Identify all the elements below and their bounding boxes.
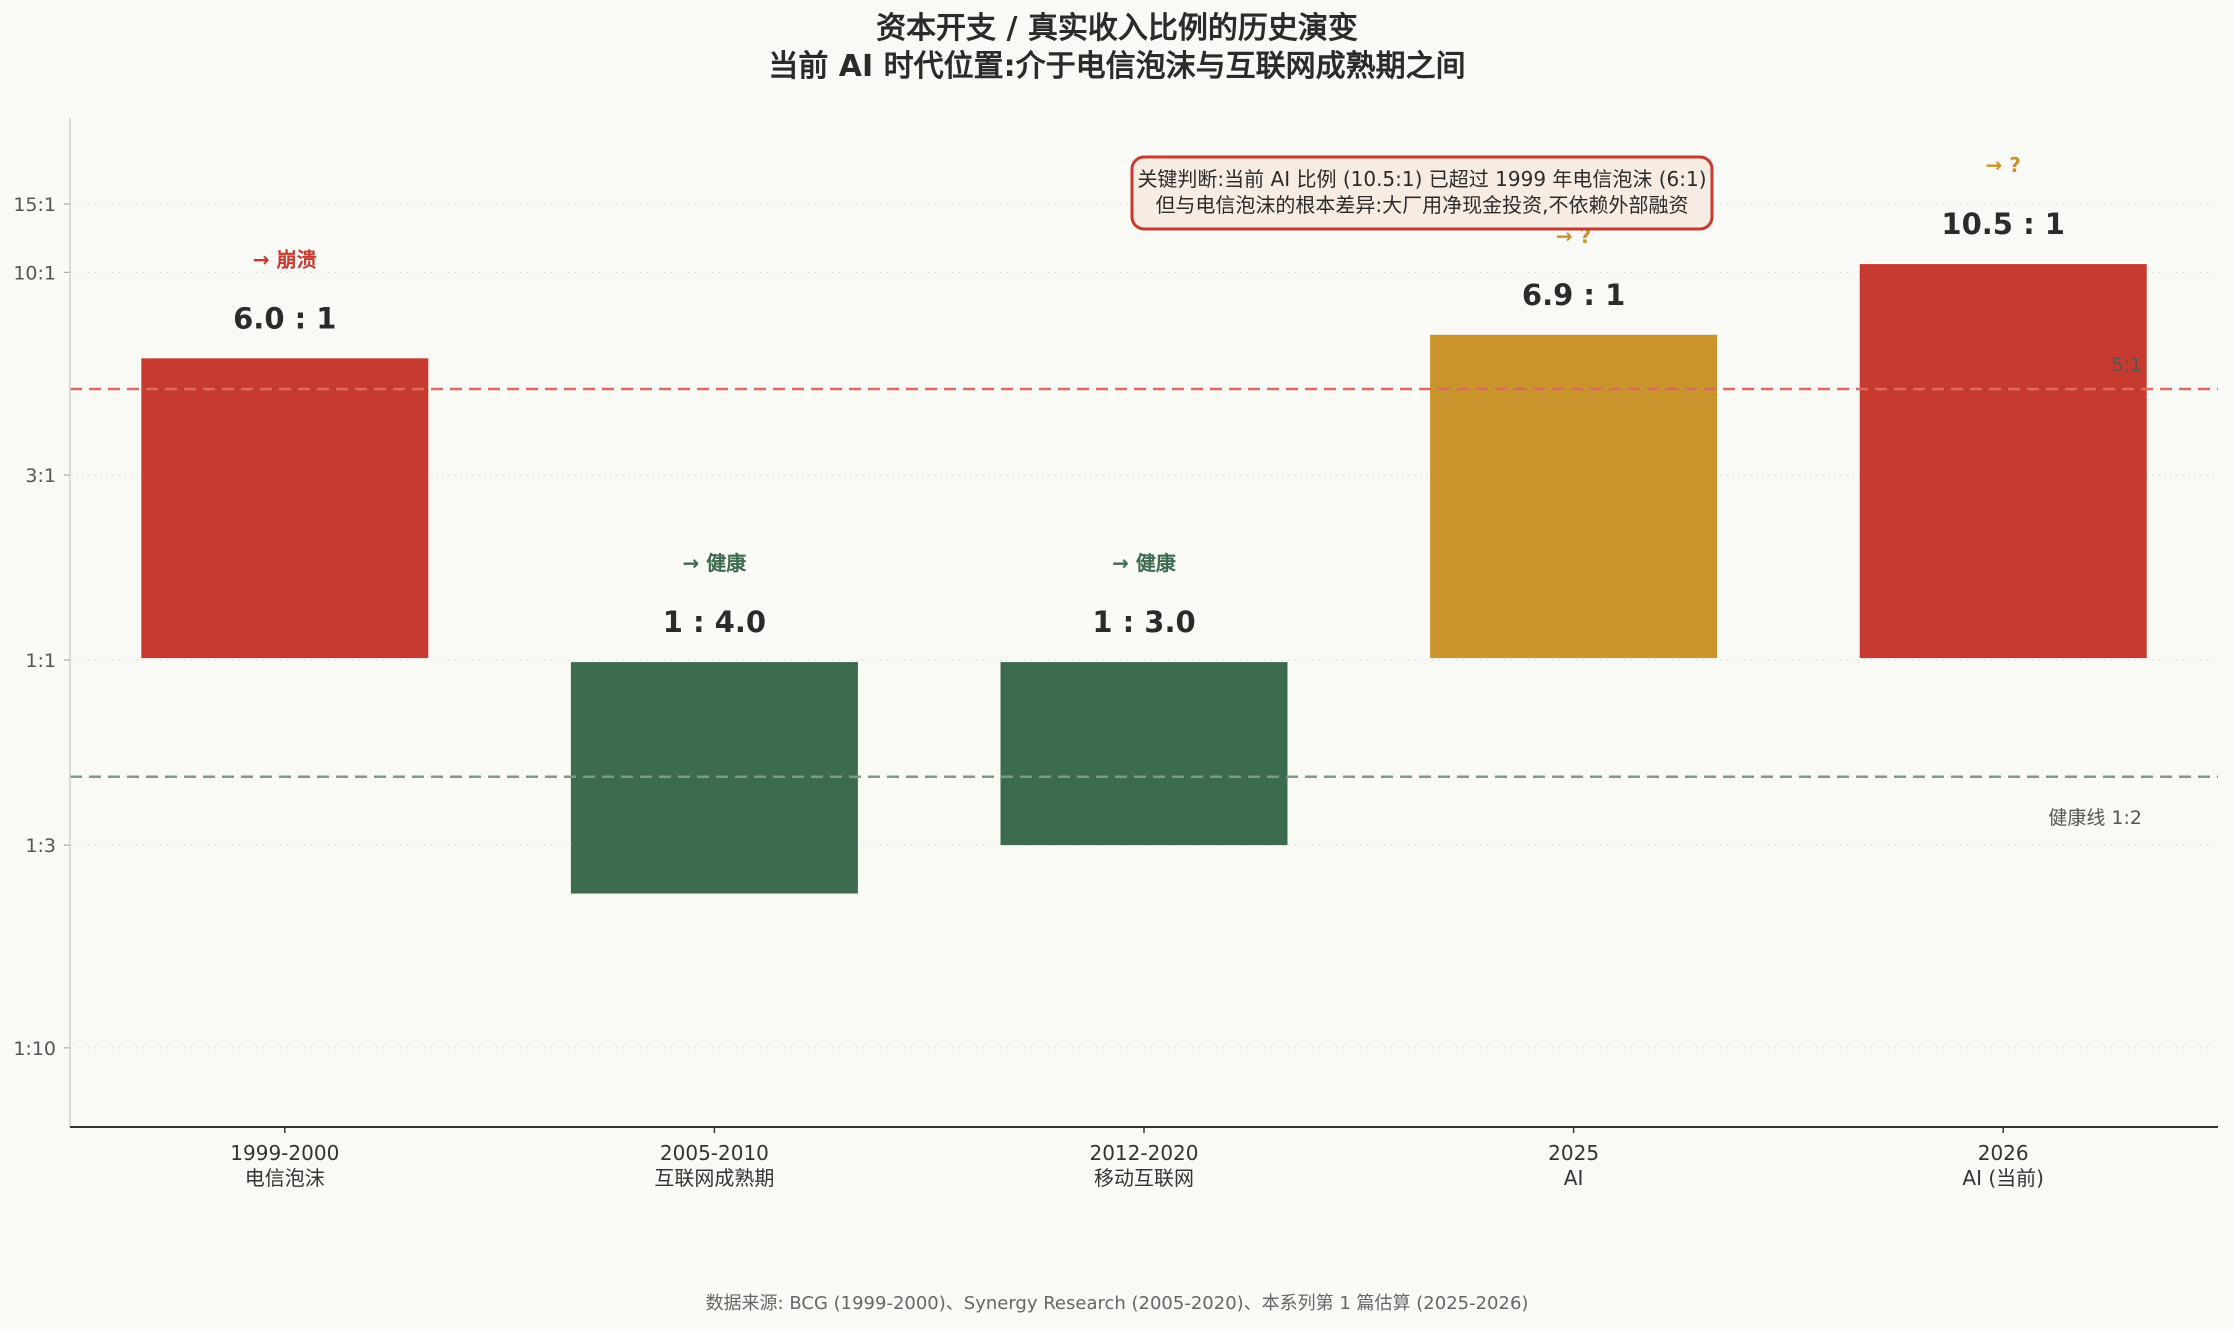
bar (1859, 264, 2147, 659)
bar (570, 662, 858, 894)
bar-outcome-label: → 健康 (683, 551, 748, 575)
bar (1430, 334, 1718, 659)
x-tick-name: 电信泡沫 (245, 1166, 325, 1190)
bar-value-label: 1 : 3.0 (1092, 605, 1195, 639)
annotation-line-1: 关键判断:当前 AI 比例 (10.5:1) 已超过 1999 年电信泡沫 (6… (1137, 167, 1706, 191)
y-tick-label: 1:3 (25, 835, 56, 857)
x-tick-name: AI (1564, 1166, 1584, 1190)
x-tick-period: 2012-2020 (1089, 1141, 1198, 1165)
bars (141, 264, 2147, 894)
chart-subtitle: 当前 AI 时代位置:介于电信泡沫与互联网成熟期之间 (768, 49, 1465, 84)
chart-title: 资本开支 / 真实收入比例的历史演变 (876, 11, 1358, 46)
y-tick-label: 3:1 (25, 465, 56, 487)
y-tick-label: 1:10 (13, 1038, 56, 1060)
bar (1000, 662, 1288, 846)
x-tick-name: 互联网成熟期 (654, 1166, 774, 1190)
x-tick-name: 移动互联网 (1094, 1166, 1194, 1190)
annotation-box: 关键判断:当前 AI 比例 (10.5:1) 已超过 1999 年电信泡沫 (6… (1130, 155, 1714, 231)
y-axis-ticks: 15:1 10:1 3:1 1:1 1:3 1:10 (13, 194, 70, 1060)
x-tick-name: AI (当前) (1962, 1166, 2044, 1190)
bar-value-label: 1 : 4.0 (663, 605, 766, 639)
reference-lines: 5:1 健康线 1:2 (70, 354, 2218, 829)
y-tick-label: 1:1 (25, 650, 56, 672)
x-tick-period: 2025 (1548, 1141, 1599, 1165)
bar-outcome-label: → 健康 (1112, 551, 1177, 575)
bar (141, 358, 429, 659)
reference-line-label: 健康线 1:2 (2048, 807, 2142, 829)
annotation-line-2: 但与电信泡沫的根本差异:大厂用净现金投资,不依赖外部融资 (1155, 193, 1688, 217)
x-tick-period: 2005-2010 (660, 1141, 769, 1165)
reference-line-label: 5:1 (2111, 354, 2142, 376)
x-tick-period: 2026 (1978, 1141, 2029, 1165)
bar-value-label: 6.0 : 1 (233, 301, 336, 335)
annotation-frame (1130, 155, 1714, 231)
x-tick-period: 1999-2000 (230, 1141, 339, 1165)
y-tick-label: 15:1 (13, 194, 56, 216)
bar-value-label: 10.5 : 1 (1941, 207, 2065, 241)
y-tick-label: 10:1 (13, 262, 56, 284)
bar-outcome-label: → 崩溃 (253, 247, 317, 271)
source-note: 数据来源: BCG (1999-2000)、Synergy Research (… (706, 1293, 1529, 1314)
bar-value-label: 6.9 : 1 (1522, 278, 1625, 312)
bar-outcome-label: → ? (1986, 153, 2021, 177)
